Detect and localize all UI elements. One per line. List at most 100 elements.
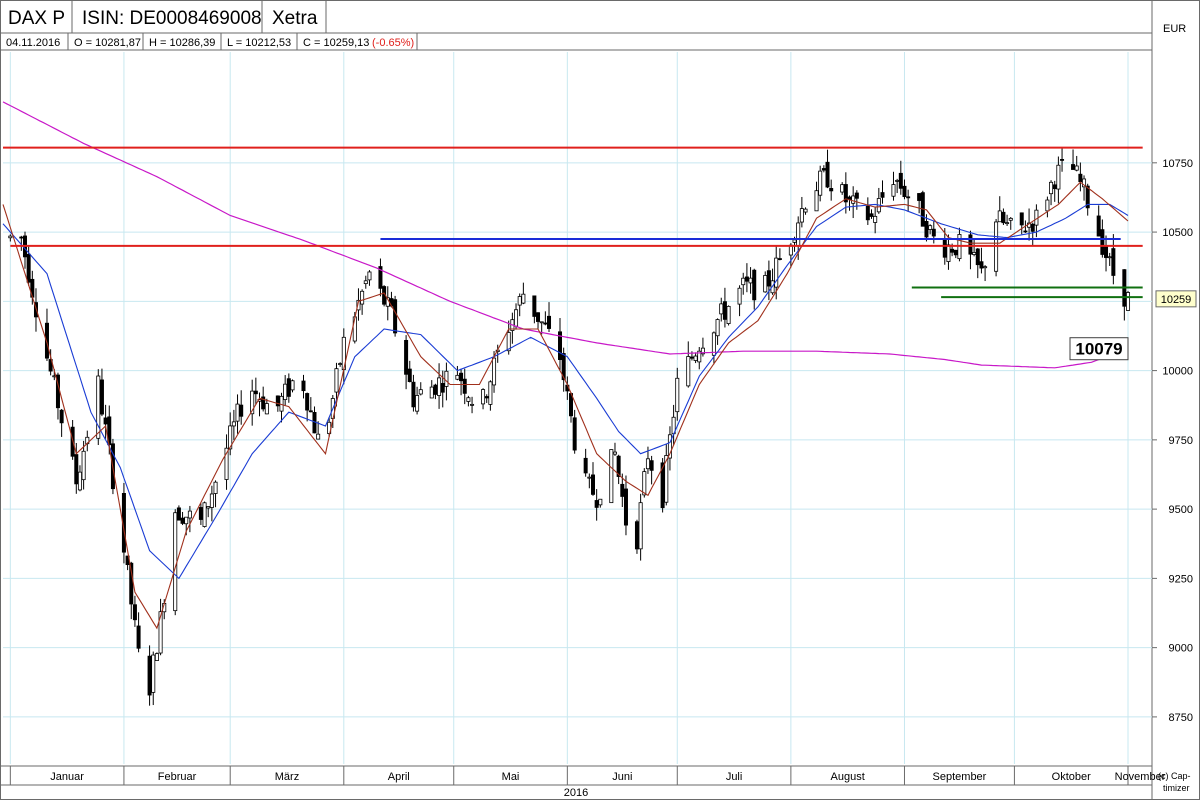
- candle: [488, 380, 493, 411]
- close-value: C = 10259,13: [303, 37, 369, 49]
- candle: [1107, 252, 1112, 266]
- candle: [1001, 208, 1006, 225]
- month-label: Juli: [726, 771, 743, 783]
- moving-averages: [2, 101, 1129, 630]
- candle: [873, 206, 878, 234]
- candle: [198, 503, 203, 525]
- candle: [74, 442, 79, 494]
- candle: [902, 179, 907, 200]
- candle: [1122, 269, 1127, 321]
- candle: [250, 379, 255, 426]
- candle: [521, 282, 526, 305]
- change-value: (-0.65%): [372, 37, 414, 49]
- axis-labels: 8750 9000 9250 9500 9750 10000 10500 10750 Janua…: [9, 158, 1193, 785]
- candle: [711, 331, 716, 365]
- candle: [1019, 212, 1024, 235]
- candle: [700, 337, 705, 357]
- y-tick-label: 9500: [1169, 504, 1193, 516]
- candle: [953, 249, 958, 259]
- candle: [103, 404, 108, 439]
- ma-200-line: [2, 101, 1129, 369]
- candle: [972, 238, 977, 257]
- candle: [338, 362, 343, 367]
- candle: [979, 247, 984, 274]
- candle: [202, 501, 207, 528]
- candle: [671, 404, 676, 446]
- candle: [686, 341, 691, 388]
- candle: [869, 209, 874, 219]
- candle: [594, 489, 599, 521]
- candle: [752, 268, 757, 310]
- candle: [1111, 234, 1116, 285]
- candle: [777, 248, 782, 261]
- candle: [378, 258, 383, 297]
- candle: [719, 297, 724, 322]
- candle: [1060, 147, 1065, 172]
- candle: [587, 473, 592, 489]
- candle: [158, 598, 163, 656]
- candle: [85, 430, 90, 452]
- candle: [301, 374, 306, 399]
- candle: [1085, 183, 1090, 216]
- y-tick-label: 10500: [1162, 227, 1193, 239]
- candle: [917, 192, 922, 214]
- candle: [880, 180, 885, 204]
- right-axis-panel: EUR: [1151, 1, 1186, 799]
- candle: [481, 388, 486, 410]
- last-price-box: [1155, 290, 1197, 308]
- candle: [726, 305, 731, 326]
- candle: [638, 493, 643, 561]
- candle: [803, 207, 808, 215]
- currency-label: EUR: [1163, 23, 1186, 35]
- candle: [239, 390, 244, 425]
- candle: [360, 289, 365, 315]
- candle: [814, 181, 819, 212]
- candle: [206, 506, 211, 518]
- candle: [484, 394, 489, 403]
- candle: [48, 349, 53, 376]
- ma-mid-line: [2, 203, 1129, 580]
- candle: [44, 308, 49, 362]
- candle: [1030, 222, 1035, 246]
- candle: [213, 480, 218, 508]
- candle: [1096, 205, 1101, 237]
- candle: [847, 195, 852, 211]
- title-bar: DAX P ISIN: DE0008469008 Xetra: [1, 1, 1152, 34]
- candle: [385, 286, 390, 321]
- y-tick-label: 9750: [1169, 435, 1193, 447]
- y-tick-label: 9000: [1169, 643, 1193, 655]
- candles: [8, 147, 1131, 706]
- candle: [1049, 180, 1054, 206]
- candle: [957, 227, 962, 262]
- candle: [316, 421, 321, 440]
- month-label: September: [933, 771, 987, 783]
- candle: [59, 408, 64, 437]
- candle: [931, 220, 936, 244]
- candle: [891, 171, 896, 201]
- candle: [176, 505, 181, 521]
- candle: [770, 268, 775, 295]
- candle: [1005, 214, 1010, 226]
- candle: [418, 382, 423, 396]
- candle: [741, 272, 746, 295]
- candle: [367, 270, 372, 286]
- candle: [994, 218, 999, 277]
- candle: [404, 335, 409, 390]
- candle: [766, 260, 771, 301]
- candle: [664, 443, 669, 506]
- candle: [946, 234, 951, 270]
- month-label: März: [275, 771, 299, 783]
- candle: [312, 406, 317, 434]
- candle: [187, 505, 192, 533]
- exchange-label: Xetra: [272, 8, 318, 29]
- isin-label: ISIN: DE0008469008: [82, 8, 262, 29]
- candle: [1126, 290, 1131, 311]
- candle: [829, 179, 834, 201]
- candle: [825, 149, 830, 189]
- candle: [257, 392, 262, 417]
- candle: [1078, 162, 1083, 192]
- candle: [279, 392, 284, 423]
- month-label: Januar: [50, 771, 84, 783]
